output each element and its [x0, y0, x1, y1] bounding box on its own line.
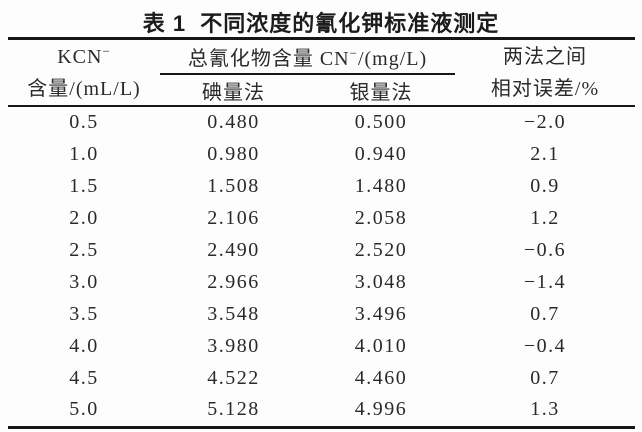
table-cell: 2.5	[69, 239, 99, 261]
table-header: KCN− 含量/(mL/L) 总氰化物含量 CN−/(mg/L) 两法之间 相对…	[8, 38, 636, 106]
table-cell: 5.0	[69, 398, 99, 421]
table-cell: 4.460	[354, 366, 408, 389]
header-row-2: 碘量法 银量法	[8, 74, 635, 106]
table-row: 4.5 4.522 4.460 0.7	[8, 362, 635, 394]
header-error-line2: 相对误差/%	[490, 77, 600, 100]
table-row: 5.0 5.128 4.996 1.3	[8, 394, 635, 427]
table-cell: 4.0	[69, 334, 99, 357]
header-kcn-content: KCN− 含量/(mL/L)	[8, 39, 160, 107]
table-cell: 4.996	[354, 398, 408, 421]
table-cell: 1.480	[354, 175, 408, 198]
header-argentometric-method: 银量法	[349, 81, 413, 104]
table-cell: 2.966	[207, 270, 260, 293]
header-total-cyanide-base: 总氰化物含量 CN	[187, 48, 350, 70]
table-cell: 2.520	[354, 239, 408, 261]
table-cell: 0.9	[530, 175, 560, 198]
table-row: 4.0 3.980 4.010 −0.4	[8, 330, 635, 362]
header-error-line1: 两法之间	[503, 45, 588, 68]
table-cell: 0.5	[69, 111, 99, 134]
table-row: 3.5 3.548 3.496 0.7	[8, 298, 635, 330]
table-cell: 5.128	[207, 398, 260, 421]
table-cell: −0.6	[523, 239, 567, 261]
table-cell: 3.496	[354, 302, 408, 325]
table-cell: 4.522	[207, 366, 260, 389]
table-cell: 1.508	[207, 175, 260, 198]
table-cell: 3.548	[207, 302, 260, 325]
table-cell: 1.5	[69, 175, 99, 198]
table-body: 0.5 0.480 0.500 −2.0 1.0 0.980 0.940 2.1 1.5 1.50…	[8, 106, 635, 427]
table-cell: 3.048	[354, 270, 408, 293]
table-cell: −1.4	[523, 270, 567, 293]
table-row: 0.5 0.480 0.500 −2.0	[8, 106, 635, 139]
header-row-1: KCN− 含量/(mL/L) 总氰化物含量 CN−/(mg/L) 两法之间 相对…	[8, 38, 635, 100]
table-cell: 0.980	[207, 143, 260, 166]
header-kcn-line1: KCN−	[8, 41, 160, 73]
table-cell: 2.0	[69, 207, 99, 230]
header-total-cyanide-unit: /(mg/L)	[357, 48, 428, 70]
header-total-cyanide-span: 总氰化物含量 CN−/(mg/L)	[160, 38, 456, 75]
table-cell: 2.106	[207, 207, 260, 230]
table-row: 2.0 2.106 2.058 1.2	[8, 203, 635, 235]
header-cn-superscript-minus: −	[349, 45, 358, 61]
header-kcn-superscript-minus: −	[102, 42, 111, 58]
table-row: 1.0 0.980 0.940 2.1	[8, 139, 635, 171]
table-cell: 0.7	[530, 302, 560, 325]
table-cell: 3.980	[207, 334, 260, 357]
table-title: 表 1 不同浓度的氰化钾标准液测定	[142, 11, 500, 36]
table-cell: 0.480	[207, 111, 260, 134]
table-cell: 1.2	[530, 207, 560, 230]
table-cell: 0.940	[354, 143, 408, 166]
data-table: KCN− 含量/(mL/L) 总氰化物含量 CN−/(mg/L) 两法之间 相对…	[8, 37, 636, 429]
header-relative-error: 两法之间 相对误差/%	[455, 39, 635, 107]
table-cell: 1.0	[69, 143, 99, 166]
table-cell: −0.4	[523, 334, 567, 357]
table-cell: 3.5	[69, 302, 99, 325]
table-cell: −2.0	[523, 111, 567, 134]
table-row: 1.5 1.508 1.480 0.9	[8, 171, 635, 203]
table-cell: 2.490	[207, 239, 260, 261]
table-row: 3.0 2.966 3.048 −1.4	[8, 266, 635, 298]
table-row: 2.5 2.490 2.520 −0.6	[8, 235, 635, 267]
table-cell: 0.500	[354, 111, 408, 134]
table-cell: 2.1	[530, 143, 560, 166]
header-kcn-line2: 含量/(mL/L)	[27, 77, 141, 100]
table-cell: 4.5	[69, 366, 99, 389]
table-cell: 3.0	[69, 270, 99, 293]
header-kcn-base: KCN	[57, 45, 103, 68]
table-cell: 4.010	[354, 334, 408, 357]
table-cell: 0.7	[530, 366, 560, 389]
header-iodometric-method: 碘量法	[202, 81, 265, 104]
table-cell: 1.3	[530, 398, 560, 421]
table-cell: 2.058	[354, 207, 408, 230]
